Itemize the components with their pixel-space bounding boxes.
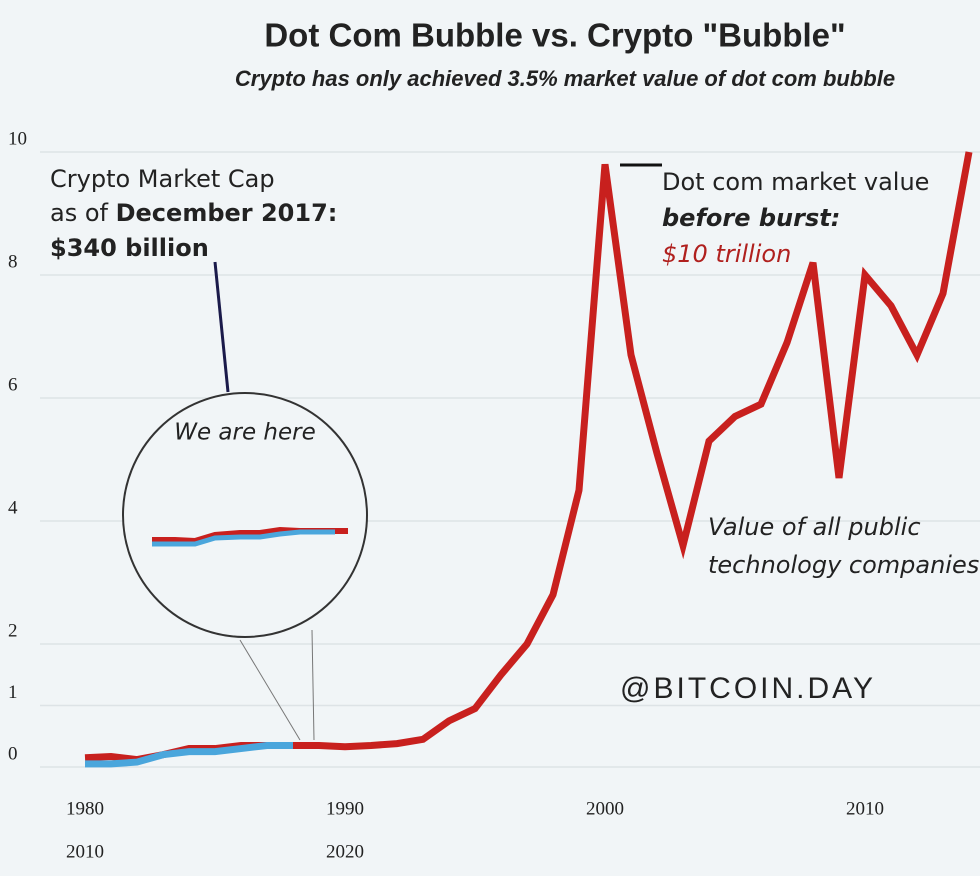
annotation: $10 trillion [662, 240, 791, 268]
inset-line [152, 529, 335, 547]
x-tick-label: 1990 [326, 798, 364, 819]
y-tick-label: 0 [8, 743, 18, 764]
annotation: Crypto Market Cap [50, 165, 275, 193]
annotation: Dot com market value [662, 168, 929, 196]
inset-connector [239, 639, 301, 741]
y-tick-label: 8 [8, 251, 18, 272]
annotation: $340 billion [50, 234, 209, 262]
y-tick-label: 6 [8, 374, 18, 395]
inset [122, 392, 368, 638]
annotation: technology companies [708, 551, 979, 579]
pointer [213, 261, 230, 393]
annotation-part: as of [50, 199, 116, 227]
annotation: as of December 2017: [50, 199, 337, 227]
x-tick-label: 2010 [846, 798, 884, 819]
x-tick-label: 1980 [66, 798, 104, 819]
watermark: @BITCOIN.DAY [620, 672, 876, 705]
y-tick-label: 10 [8, 128, 27, 149]
line [85, 741, 293, 768]
y-tick-label: 2 [8, 620, 18, 641]
x2-tick-label: 2010 [66, 841, 104, 862]
inset-connector [311, 629, 315, 741]
subtitle: Crypto has only achieved 3.5% market val… [235, 66, 895, 91]
inset-label: We are here [174, 420, 316, 446]
plot [84, 151, 973, 768]
chart-title: Dot Com Bubble vs. Crypto "Bubble" [264, 17, 845, 54]
x2-tick-label: 2020 [326, 841, 364, 862]
y-tick-label: 1 [8, 682, 18, 703]
annotation: before burst: [662, 204, 840, 232]
annotation: Value of all public [708, 513, 921, 541]
x-tick-label: 2000 [586, 798, 624, 819]
annotation-part: December 2017: [116, 199, 338, 227]
y-tick-label: 4 [8, 497, 18, 518]
